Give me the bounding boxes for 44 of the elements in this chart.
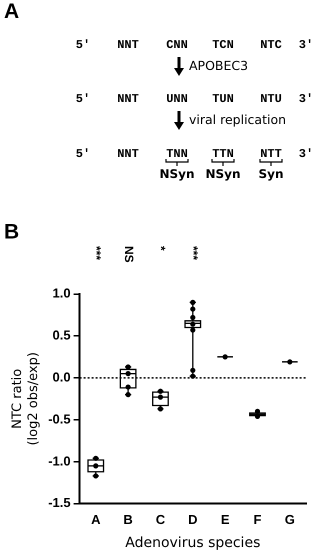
text: 3′ bbox=[298, 147, 314, 161]
text: Syn bbox=[258, 167, 284, 181]
text: NNT bbox=[117, 147, 139, 161]
text: 3′ bbox=[298, 92, 314, 106]
text: NNT bbox=[117, 92, 139, 106]
text: 3′ bbox=[298, 38, 314, 52]
text: * bbox=[154, 246, 168, 251]
text: *** bbox=[89, 246, 104, 260]
text: APOBEC3 bbox=[189, 58, 248, 73]
text: NS bbox=[122, 246, 136, 263]
text: TUN bbox=[212, 92, 234, 106]
text: NSyn bbox=[205, 167, 241, 181]
y-tick-label: -0.5 bbox=[48, 411, 71, 426]
text: *** bbox=[186, 246, 200, 260]
text: 5′ bbox=[76, 147, 90, 161]
text: 5′ bbox=[76, 38, 90, 52]
text: NSyn bbox=[159, 167, 195, 181]
x-tick-label: B bbox=[123, 512, 133, 527]
y-tick-label: 1.0 bbox=[52, 286, 71, 301]
x-tick-label: A bbox=[91, 512, 102, 527]
y-axis-title: NTC ratio (log2 obs/exp) bbox=[10, 352, 41, 446]
x-tick-label: G bbox=[284, 512, 295, 527]
text: TCN bbox=[212, 38, 234, 52]
text: NNT bbox=[117, 38, 139, 52]
y-tick-label: 0.5 bbox=[52, 328, 71, 342]
text: viral replication bbox=[189, 112, 286, 127]
text: 5′ bbox=[76, 92, 90, 106]
text: TTN bbox=[212, 147, 234, 161]
text: A bbox=[4, 0, 20, 24]
x-axis-title: Adenovirus species bbox=[125, 535, 260, 552]
text: CNN bbox=[166, 38, 188, 52]
text: NTT bbox=[260, 147, 282, 161]
y-tick-label: 0.0 bbox=[52, 369, 71, 384]
text: TNN bbox=[166, 147, 188, 161]
x-tick-label: E bbox=[220, 512, 230, 527]
text: UNN bbox=[166, 92, 188, 106]
chart-title: B bbox=[4, 220, 20, 244]
x-tick-label: F bbox=[254, 512, 262, 527]
x-tick-label: C bbox=[156, 512, 166, 527]
x-tick-label: D bbox=[188, 512, 198, 527]
text: NTU bbox=[260, 92, 282, 106]
y-tick-label: -1.0 bbox=[48, 453, 71, 468]
y-tick-label: -1.5 bbox=[48, 495, 71, 510]
text: NTC bbox=[260, 38, 282, 52]
